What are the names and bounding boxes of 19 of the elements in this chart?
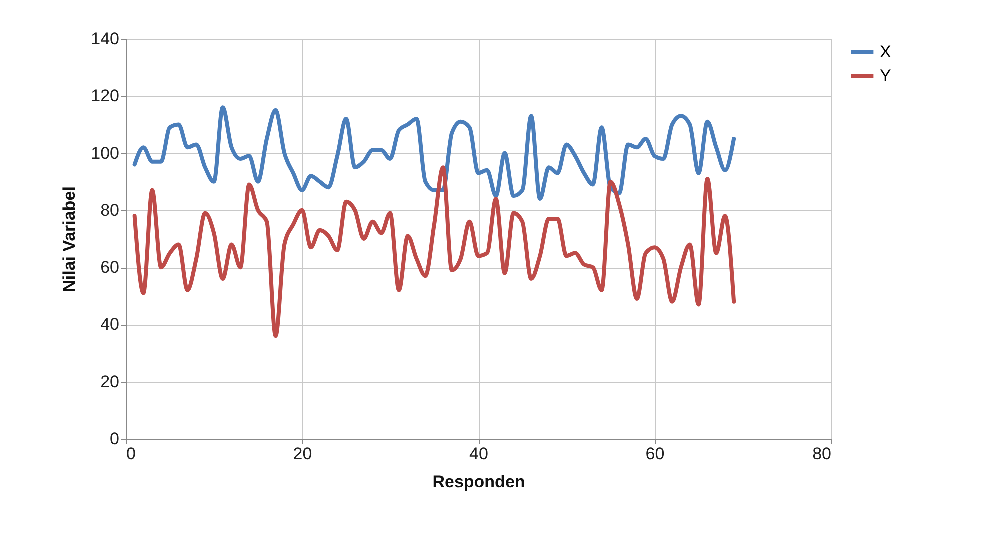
y-tick-label: 40 xyxy=(100,315,120,334)
y-tick-label: 100 xyxy=(91,144,120,163)
x-tick-label: 80 xyxy=(812,444,832,464)
y-tick-label: 60 xyxy=(100,258,120,278)
legend-label: X xyxy=(880,42,892,62)
y-tick-label: 140 xyxy=(91,30,120,48)
y-tick-label: 0 xyxy=(110,430,120,448)
y-tick-label: 20 xyxy=(100,372,120,392)
y-tick-label: 80 xyxy=(100,200,120,220)
y-tick-label: 120 xyxy=(91,86,120,106)
line-series xyxy=(132,166,736,338)
y-axis-title: Nilai Variabel xyxy=(60,186,80,292)
x-axis-title: Responden xyxy=(432,472,526,492)
x-tick-label: 0 xyxy=(126,444,136,464)
x-tick-label: 40 xyxy=(470,444,488,464)
x-tick-label: 60 xyxy=(646,444,665,464)
legend-label: Y xyxy=(880,66,892,86)
line-series xyxy=(132,106,736,201)
x-tick-label: 20 xyxy=(293,444,312,464)
